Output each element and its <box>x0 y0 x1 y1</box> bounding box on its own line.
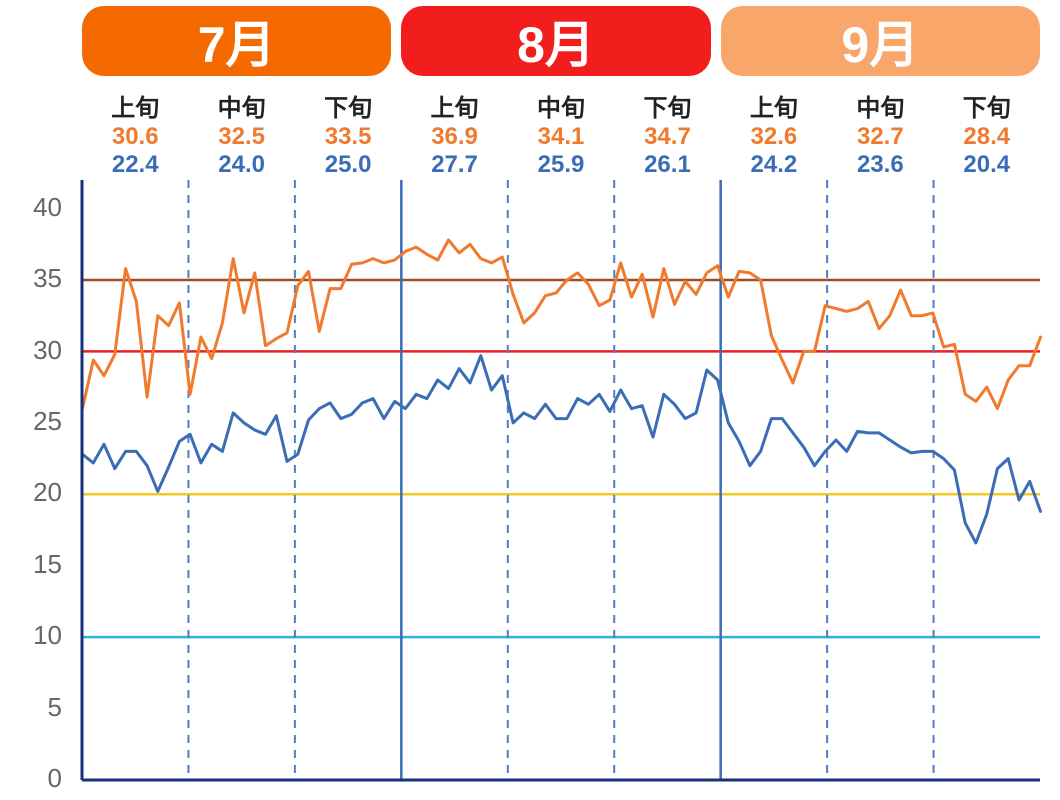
y-tick-label: 25 <box>0 406 62 437</box>
period-label: 中旬 <box>827 88 933 123</box>
period-high-value: 32.7 <box>827 123 933 151</box>
month-label: 8月 <box>517 5 595 77</box>
period-header: 上旬30.622.4 <box>82 88 188 179</box>
month-tab: 9月 <box>721 6 1040 76</box>
period-label: 上旬 <box>721 88 827 123</box>
period-label: 中旬 <box>188 88 294 123</box>
period-low-value: 24.2 <box>721 151 827 179</box>
period-header: 下旬33.525.0 <box>295 88 401 179</box>
period-low-value: 20.4 <box>934 151 1040 179</box>
month-label: 7月 <box>198 5 276 77</box>
period-high-value: 30.6 <box>82 123 188 151</box>
period-header: 下旬34.726.1 <box>614 88 720 179</box>
period-label: 上旬 <box>401 88 507 123</box>
period-label: 中旬 <box>508 88 614 123</box>
period-header: 上旬32.624.2 <box>721 88 827 179</box>
y-tick-label: 15 <box>0 549 62 580</box>
period-header: 中旬32.723.6 <box>827 88 933 179</box>
y-tick-label: 35 <box>0 263 62 294</box>
period-header: 中旬32.524.0 <box>188 88 294 179</box>
period-high-value: 33.5 <box>295 123 401 151</box>
period-high-value: 34.1 <box>508 123 614 151</box>
high-temp-line <box>83 240 1041 409</box>
month-tabs: 7月 8月 9月 <box>82 6 1040 76</box>
period-high-value: 28.4 <box>934 123 1040 151</box>
period-header: 下旬28.420.4 <box>934 88 1040 179</box>
period-low-value: 24.0 <box>188 151 294 179</box>
period-high-value: 34.7 <box>614 123 720 151</box>
period-high-value: 32.5 <box>188 123 294 151</box>
period-low-value: 25.9 <box>508 151 614 179</box>
period-high-value: 36.9 <box>401 123 507 151</box>
period-label: 下旬 <box>934 88 1040 123</box>
period-high-value: 32.6 <box>721 123 827 151</box>
y-tick-label: 0 <box>0 763 62 794</box>
period-header: 中旬34.125.9 <box>508 88 614 179</box>
low-temp-line <box>83 356 1041 543</box>
month-tab: 7月 <box>82 6 391 76</box>
y-tick-label: 30 <box>0 335 62 366</box>
period-low-value: 25.0 <box>295 151 401 179</box>
period-low-value: 23.6 <box>827 151 933 179</box>
period-label: 下旬 <box>614 88 720 123</box>
month-label: 9月 <box>841 5 919 77</box>
month-tab: 8月 <box>401 6 710 76</box>
y-tick-label: 20 <box>0 477 62 508</box>
y-tick-label: 10 <box>0 620 62 651</box>
y-tick-label: 5 <box>0 692 62 723</box>
period-label: 下旬 <box>295 88 401 123</box>
period-low-value: 26.1 <box>614 151 720 179</box>
period-low-value: 27.7 <box>401 151 507 179</box>
y-tick-label: 40 <box>0 192 62 223</box>
period-low-value: 22.4 <box>82 151 188 179</box>
period-label: 上旬 <box>82 88 188 123</box>
temperature-chart: 7月8月9月 上旬30.622.4中旬32.524.0下旬33.525.0上旬3… <box>0 0 1060 800</box>
period-header: 上旬36.927.7 <box>401 88 507 179</box>
